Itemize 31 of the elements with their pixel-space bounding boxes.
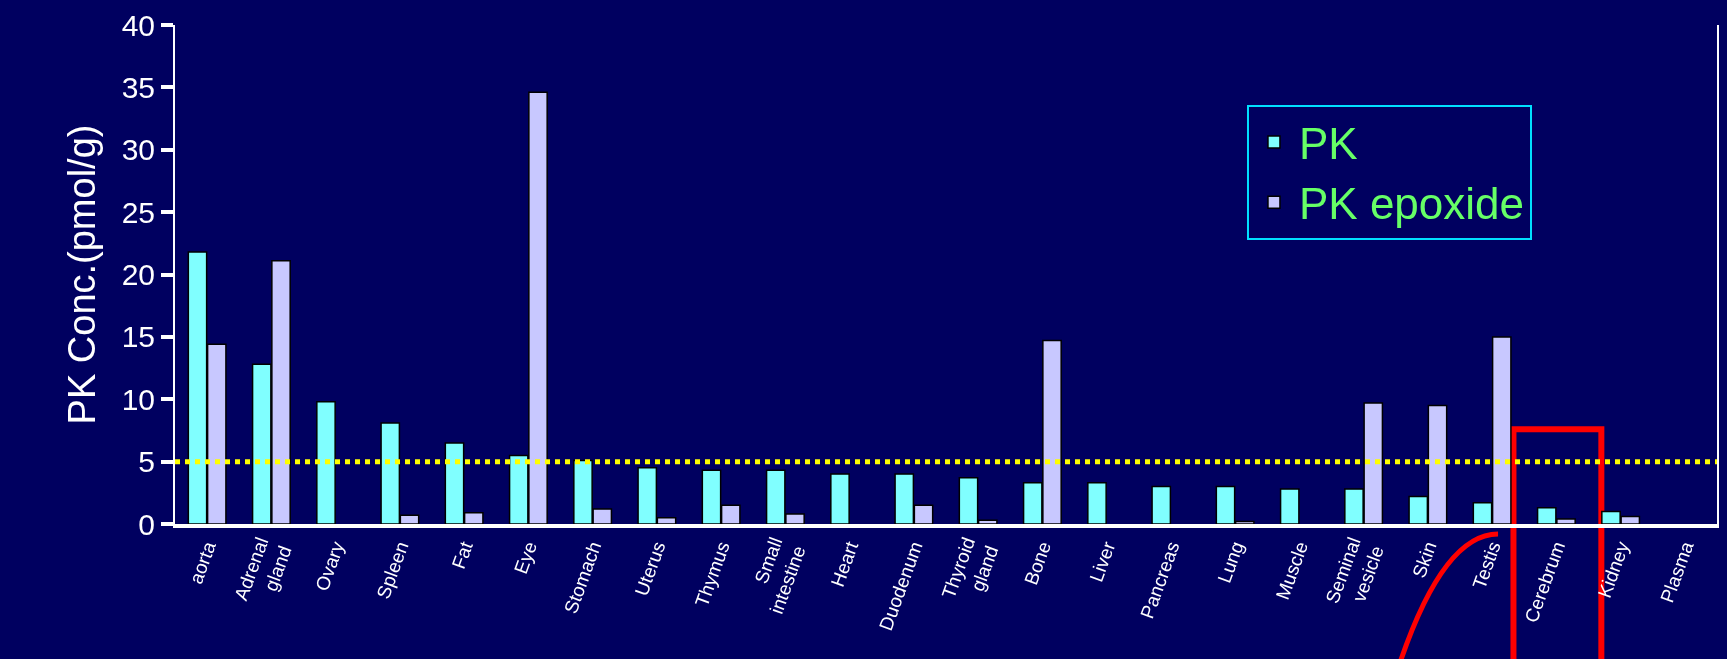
y-tick-label: 25 <box>121 195 155 229</box>
x-tick-label: Heart <box>826 538 863 590</box>
legend-label: PK epoxide <box>1298 179 1525 229</box>
x-tick-label: Liver <box>1085 538 1120 585</box>
x-tick-label: aorta <box>185 538 220 587</box>
x-tick-label: Lung <box>1213 538 1248 586</box>
y-tick-label: 20 <box>121 258 155 291</box>
y-tick-label: 10 <box>121 382 155 416</box>
y-tick-label: 40 <box>121 8 155 42</box>
x-tick-label: Ovary <box>311 538 349 594</box>
x-tick-label: Testis <box>1468 538 1505 592</box>
y-axis-title: PK Conc.(pmol/g) <box>61 124 104 425</box>
x-tick-label: Skin <box>1408 538 1441 581</box>
bar <box>316 401 336 524</box>
y-tick-label: 5 <box>138 445 155 479</box>
x-tick-label: Spleen <box>372 538 413 602</box>
bar <box>830 473 850 524</box>
bar <box>1087 482 1107 524</box>
x-tick-label: Bone <box>1020 538 1056 588</box>
bar <box>1279 488 1300 524</box>
x-tick-label: Muscle <box>1271 538 1313 603</box>
y-tick-label: 0 <box>138 507 155 541</box>
y-tick-label: 35 <box>121 70 155 104</box>
x-tick-label: Eye <box>510 538 542 577</box>
bar <box>1151 485 1172 524</box>
x-tick-label: Uterus <box>630 538 670 599</box>
y-tick-label: 15 <box>121 320 155 354</box>
x-tick-label: Adrenal gland <box>230 534 296 604</box>
legend-label: PK <box>1298 119 1358 169</box>
x-tick-label: Fat <box>447 538 478 572</box>
y-tick-label: 30 <box>121 133 155 167</box>
